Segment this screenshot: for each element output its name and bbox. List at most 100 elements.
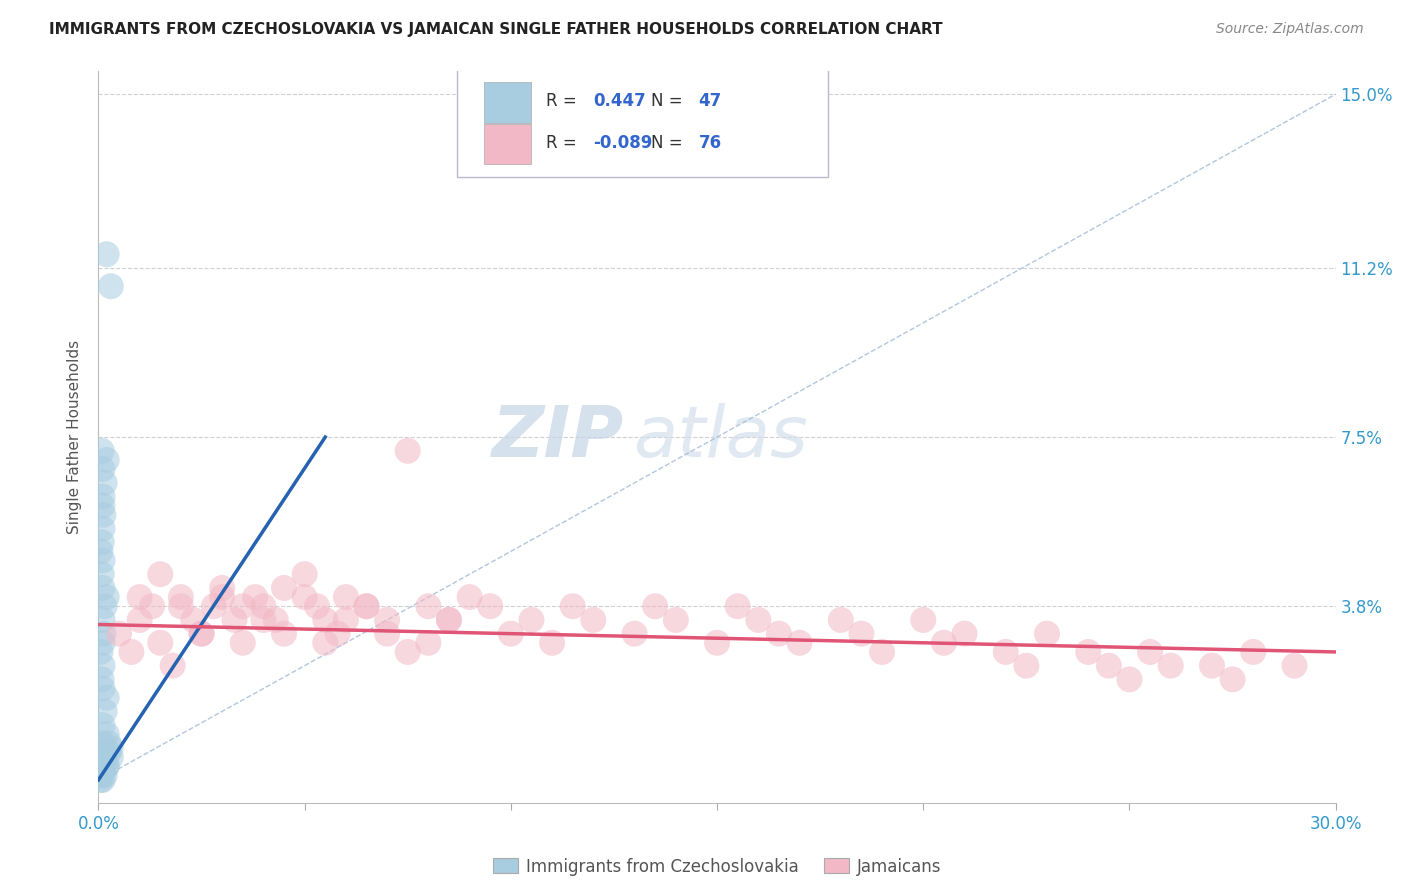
Point (96, 690, 118, 705)
Point (232, 636, 254, 650)
Text: N =: N = (651, 93, 689, 111)
Point (335, 590, 357, 604)
Point (356, 599, 378, 614)
Text: 76: 76 (699, 134, 721, 152)
Point (541, 636, 564, 650)
Point (1201, 658, 1223, 673)
Point (90, 673, 112, 687)
Point (91, 764, 114, 778)
Point (100, 750, 122, 764)
Text: Source: ZipAtlas.com: Source: ZipAtlas.com (1216, 22, 1364, 37)
Point (89, 768, 111, 782)
Point (294, 567, 316, 582)
Text: ZIP: ZIP (492, 402, 624, 472)
Point (190, 626, 212, 640)
Point (356, 599, 378, 614)
Point (91, 764, 114, 778)
Point (91, 613, 114, 627)
Point (375, 613, 398, 627)
Point (1118, 673, 1140, 687)
Point (1036, 626, 1059, 640)
Point (953, 626, 976, 640)
Point (96, 453, 118, 467)
Point (93, 705, 115, 719)
FancyBboxPatch shape (485, 82, 531, 122)
Point (91, 772, 114, 787)
FancyBboxPatch shape (457, 68, 828, 178)
Point (93, 768, 115, 782)
Point (830, 613, 852, 627)
Text: N =: N = (651, 134, 689, 152)
Point (91, 681, 114, 696)
Point (912, 613, 935, 627)
Legend: Immigrants from Czechoslovakia, Jamaicans: Immigrants from Czechoslovakia, Jamaican… (486, 851, 948, 882)
Point (273, 626, 295, 640)
Point (623, 626, 645, 640)
Point (89, 772, 111, 787)
Point (224, 613, 246, 627)
Point (789, 636, 811, 650)
Point (252, 613, 274, 627)
Y-axis label: Single Father Households: Single Father Households (67, 340, 83, 534)
Point (252, 599, 274, 614)
Point (314, 636, 336, 650)
Point (305, 599, 328, 614)
Point (91, 521, 114, 535)
FancyBboxPatch shape (485, 124, 531, 164)
Point (273, 581, 295, 595)
Point (149, 567, 172, 582)
Point (91, 658, 114, 673)
Point (458, 590, 481, 604)
Point (851, 626, 873, 640)
Point (335, 613, 357, 627)
Point (89, 544, 111, 558)
Point (128, 613, 150, 627)
Point (93, 475, 115, 490)
Point (1222, 673, 1244, 687)
Point (582, 613, 605, 627)
Point (97, 746, 120, 760)
Point (100, 740, 122, 755)
Point (202, 599, 225, 614)
Point (768, 626, 790, 640)
Point (561, 599, 583, 614)
Point (520, 613, 543, 627)
Point (97, 736, 120, 750)
Point (727, 599, 749, 614)
Point (170, 590, 193, 604)
Point (396, 443, 419, 458)
Point (89, 645, 111, 659)
Text: -0.089: -0.089 (593, 134, 652, 152)
Point (128, 590, 150, 604)
Point (747, 613, 769, 627)
Point (91, 746, 114, 760)
Point (264, 613, 287, 627)
Point (1015, 658, 1038, 673)
Point (170, 599, 193, 614)
Point (665, 613, 688, 627)
Point (437, 613, 460, 627)
Point (90, 755, 112, 769)
Point (375, 626, 398, 640)
Point (90, 750, 112, 764)
Point (932, 636, 955, 650)
Point (91, 636, 114, 650)
Point (211, 590, 233, 604)
Point (1077, 645, 1099, 659)
Text: 47: 47 (699, 93, 721, 111)
Point (96, 590, 118, 604)
Point (190, 626, 212, 640)
Point (93, 755, 115, 769)
Point (91, 490, 114, 504)
Point (91, 499, 114, 513)
Point (499, 626, 522, 640)
Point (418, 599, 440, 614)
Point (644, 599, 666, 614)
Point (149, 636, 172, 650)
Point (162, 658, 184, 673)
Point (91, 718, 114, 732)
Text: IMMIGRANTS FROM CZECHOSLOVAKIA VS JAMAICAN SINGLE FATHER HOUSEHOLDS CORRELATION : IMMIGRANTS FROM CZECHOSLOVAKIA VS JAMAIC… (49, 22, 943, 37)
Point (1139, 645, 1161, 659)
Point (91, 553, 114, 567)
Point (93, 626, 115, 640)
